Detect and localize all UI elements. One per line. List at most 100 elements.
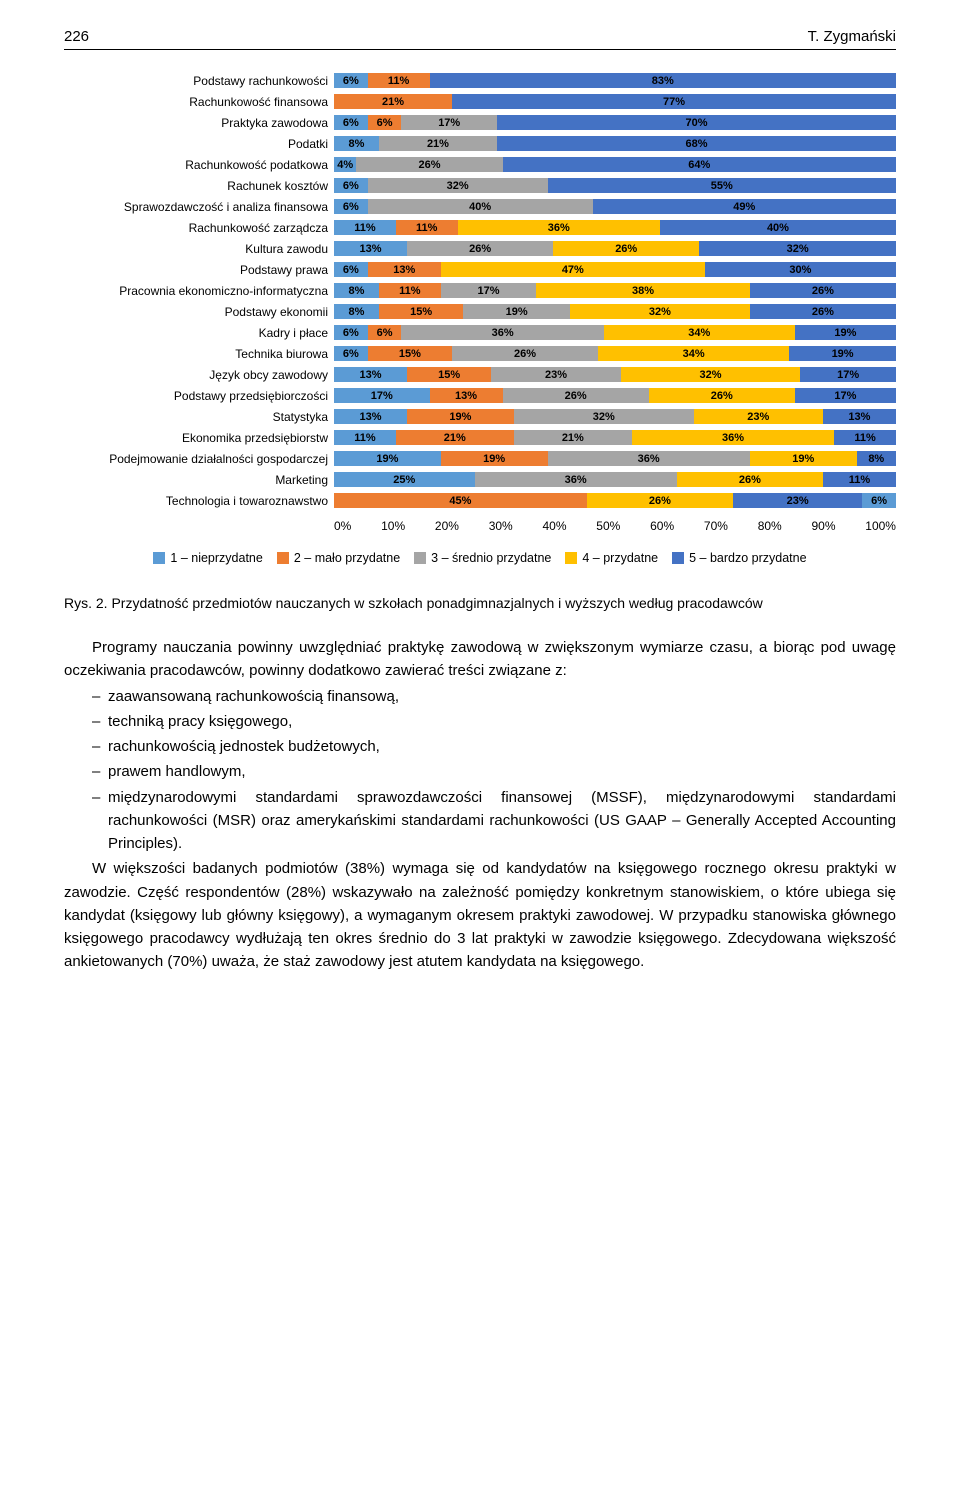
bar-segment: 17%: [441, 283, 537, 298]
bar-segment: 6%: [368, 325, 402, 340]
chart-row: Podejmowanie działalności gospodarczej19…: [64, 448, 896, 469]
chart-bar: 6%40%49%: [334, 199, 896, 214]
chart-row-label: Kultura zawodu: [64, 242, 334, 256]
bar-segment: 32%: [621, 367, 801, 382]
bar-segment: 26%: [452, 346, 598, 361]
chart-row-label: Kadry i płace: [64, 326, 334, 340]
chart-bar: 45%26%23%6%: [334, 493, 896, 508]
bar-segment: 6%: [334, 325, 368, 340]
axis-tick: 10%: [381, 519, 405, 533]
author-name: T. Zygmański: [808, 28, 896, 45]
bar-segment: 6%: [334, 346, 368, 361]
axis-tick: 50%: [596, 519, 620, 533]
chart-row-label: Technika biurowa: [64, 347, 334, 361]
chart-row-label: Statystyka: [64, 410, 334, 424]
bar-segment: 8%: [857, 451, 896, 466]
bar-segment: 26%: [407, 241, 553, 256]
chart-row-label: Podstawy ekonomii: [64, 305, 334, 319]
stacked-bar-chart: Podstawy rachunkowości6%11%83%Rachunkowo…: [64, 70, 896, 511]
chart-row-label: Ekonomika przedsiębiorstw: [64, 431, 334, 445]
bar-segment: 26%: [356, 157, 502, 172]
bar-segment: 6%: [368, 115, 402, 130]
chart-row: Język obcy zawodowy13%15%23%32%17%: [64, 364, 896, 385]
bar-segment: 34%: [604, 325, 795, 340]
chart-row: Marketing25%36%26%11%: [64, 469, 896, 490]
chart-bar: 4%26%64%: [334, 157, 896, 172]
bar-segment: 13%: [334, 409, 407, 424]
legend-item: 4 – przydatne: [565, 551, 658, 565]
chart-row-label: Rachunkowość podatkowa: [64, 158, 334, 172]
bar-segment: 19%: [407, 409, 514, 424]
chart-bar: 8%11%17%38%26%: [334, 283, 896, 298]
bar-segment: 13%: [823, 409, 896, 424]
chart-bar: 25%36%26%11%: [334, 472, 896, 487]
chart-row: Rachunkowość zarządcza11%11%36%40%: [64, 217, 896, 238]
chart-bar: 13%19%32%23%13%: [334, 409, 896, 424]
bar-segment: 13%: [334, 367, 407, 382]
figure-caption: Rys. 2. Przydatność przedmiotów nauczany…: [64, 593, 896, 614]
chart-bar: 11%11%36%40%: [334, 220, 896, 235]
bar-segment: 19%: [795, 325, 896, 340]
chart-row-label: Rachunkowość zarządcza: [64, 221, 334, 235]
bar-segment: 4%: [334, 157, 356, 172]
chart-row: Podstawy ekonomii8%15%19%32%26%: [64, 301, 896, 322]
bar-segment: 36%: [475, 472, 677, 487]
chart-row: Sprawozdawczość i analiza finansowa6%40%…: [64, 196, 896, 217]
legend-item: 3 – średnio przydatne: [414, 551, 551, 565]
chart-row-label: Podstawy rachunkowości: [64, 74, 334, 88]
chart-row-label: Podstawy przedsiębiorczości: [64, 389, 334, 403]
legend-swatch: [414, 552, 426, 564]
bar-segment: 26%: [587, 493, 733, 508]
bar-segment: 32%: [514, 409, 694, 424]
chart-bar: 6%13%47%30%: [334, 262, 896, 277]
bar-segment: 45%: [334, 493, 587, 508]
chart-row-label: Podatki: [64, 137, 334, 151]
chart-bar: 6%6%17%70%: [334, 115, 896, 130]
bar-segment: 83%: [430, 73, 896, 88]
bar-segment: 36%: [401, 325, 603, 340]
bar-segment: 19%: [441, 451, 548, 466]
bar-segment: 26%: [649, 388, 795, 403]
chart-bar: 13%15%23%32%17%: [334, 367, 896, 382]
legend-swatch: [565, 552, 577, 564]
bullet-item: zaawansowaną rachunkowością finansową,: [92, 685, 896, 708]
bar-segment: 6%: [862, 493, 896, 508]
bullet-item: rachunkowością jednostek budżetowych,: [92, 735, 896, 758]
bar-segment: 21%: [396, 430, 514, 445]
bar-segment: 17%: [334, 388, 430, 403]
axis-tick: 90%: [811, 519, 835, 533]
bar-segment: 49%: [593, 199, 896, 214]
chart-row-label: Rachunkowość finansowa: [64, 95, 334, 109]
bar-segment: 70%: [497, 115, 896, 130]
chart-row: Kadry i płace6%6%36%34%19%: [64, 322, 896, 343]
bar-segment: 17%: [795, 388, 896, 403]
bar-segment: 13%: [430, 388, 503, 403]
bar-segment: 11%: [834, 430, 896, 445]
bar-segment: 36%: [458, 220, 660, 235]
axis-tick: 0%: [334, 519, 351, 533]
bar-segment: 26%: [677, 472, 823, 487]
chart-bar: 8%21%68%: [334, 136, 896, 151]
bar-segment: 21%: [514, 430, 632, 445]
bar-segment: 68%: [497, 136, 896, 151]
bar-segment: 23%: [733, 493, 862, 508]
bar-segment: 36%: [548, 451, 750, 466]
page-header: 226 T. Zygmański: [64, 28, 896, 50]
x-axis: 0%10%20%30%40%50%60%70%80%90%100%: [64, 519, 896, 539]
bar-segment: 40%: [368, 199, 593, 214]
bar-segment: 15%: [379, 304, 463, 319]
bar-segment: 77%: [452, 94, 896, 109]
chart-row: Kultura zawodu13%26%26%32%: [64, 238, 896, 259]
bar-segment: 6%: [334, 178, 368, 193]
bar-segment: 11%: [368, 73, 430, 88]
paragraph-2: W większości badanych podmiotów (38%) wy…: [64, 857, 896, 973]
chart-row: Podatki8%21%68%: [64, 133, 896, 154]
chart-row-label: Język obcy zawodowy: [64, 368, 334, 382]
bar-segment: 13%: [334, 241, 407, 256]
page-number: 226: [64, 28, 89, 45]
chart-row-label: Marketing: [64, 473, 334, 487]
chart-row-label: Podstawy prawa: [64, 263, 334, 277]
chart-legend: 1 – nieprzydatne2 – mało przydatne3 – śr…: [64, 551, 896, 565]
legend-swatch: [672, 552, 684, 564]
chart-row: Statystyka13%19%32%23%13%: [64, 406, 896, 427]
